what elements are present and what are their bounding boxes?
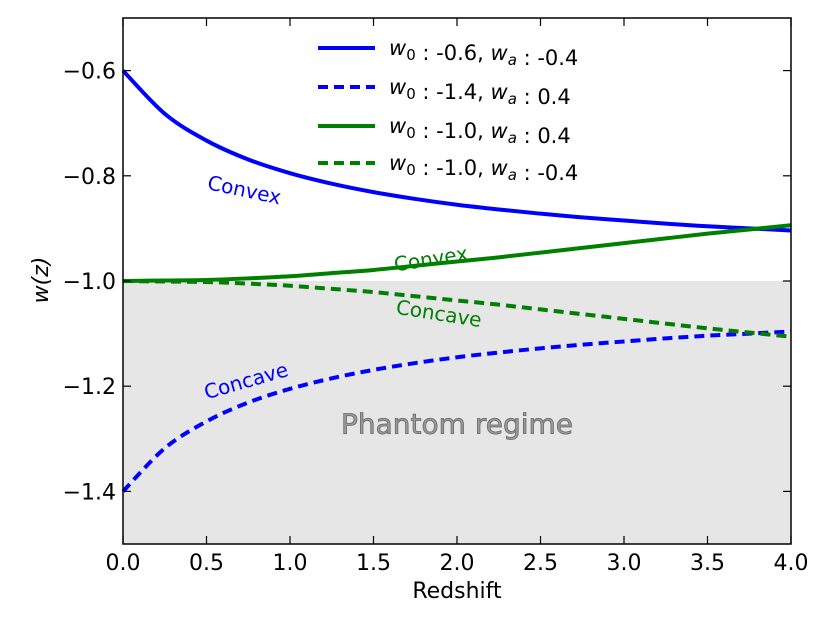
y-tick-label: −1.4 bbox=[63, 480, 116, 505]
x-tick-label: 1.0 bbox=[273, 551, 308, 576]
y-tick-label: −1.0 bbox=[63, 270, 116, 295]
plot-area bbox=[123, 281, 791, 544]
y-tick-label: −0.6 bbox=[63, 60, 116, 85]
x-tick-label: 3.5 bbox=[690, 551, 725, 576]
series-line-3 bbox=[122, 223, 792, 283]
axis-ticks: 0.0 0.5 1.0 1.5 2.0 2.5 3.0 3.5 4.0 −1.4 −1.2 −1.0 −… bbox=[63, 18, 809, 576]
legend-label: w0 : -1.4, wa : 0.4 bbox=[389, 75, 571, 109]
x-tick-label: 2.0 bbox=[440, 551, 475, 576]
x-tick-label: 3.0 bbox=[607, 551, 642, 576]
curve-annotation: Convex bbox=[205, 170, 283, 209]
y-tick-label: −1.2 bbox=[63, 375, 116, 400]
x-tick-label: 0.5 bbox=[189, 551, 224, 576]
x-axis-title: Redshift bbox=[412, 579, 502, 604]
x-tick-label: 2.5 bbox=[523, 551, 558, 576]
series-lines bbox=[121, 69, 792, 493]
series-line-1 bbox=[121, 69, 792, 233]
curve-annotation: Convex bbox=[392, 241, 470, 276]
x-tick-label: 0.0 bbox=[106, 551, 141, 576]
y-axis-title: w(z) bbox=[29, 257, 54, 304]
x-tick-label: 4.0 bbox=[774, 551, 809, 576]
y-tick-label: −0.8 bbox=[63, 165, 116, 190]
phantom-region bbox=[123, 281, 791, 544]
series-line-4 bbox=[122, 279, 792, 339]
legend: w0 : -0.6, wa : -0.4 w0 : -1.4, wa : 0.4 w… bbox=[318, 36, 578, 185]
series-line-2 bbox=[121, 329, 792, 493]
legend-label: w0 : -1.0, wa : -0.4 bbox=[389, 151, 578, 185]
legend-label: w0 : -1.0, wa : 0.4 bbox=[389, 114, 571, 148]
phantom-label: Phantom regime bbox=[341, 408, 573, 441]
x-tick-label: 1.5 bbox=[356, 551, 391, 576]
legend-label: w0 : -0.6, wa : -0.4 bbox=[389, 36, 578, 70]
